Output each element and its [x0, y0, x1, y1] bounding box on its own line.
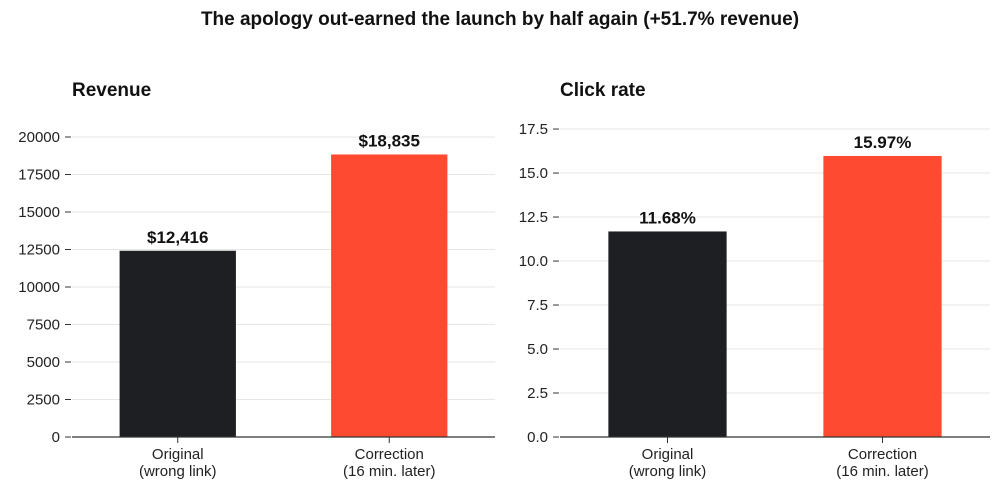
- click-rate-y-tick-label: 2.5: [527, 385, 548, 402]
- click-rate-y-tick-label: 5.0: [527, 341, 548, 358]
- revenue-x-category-label: Original: [152, 446, 204, 463]
- click-rate-y-tick-label: 7.5: [527, 297, 548, 314]
- revenue-y-tick-label: 20000: [18, 129, 60, 146]
- revenue-bar-value-label: $18,835: [359, 131, 420, 150]
- revenue-y-tick-label: 0: [52, 429, 60, 446]
- revenue-y-tick-label: 7500: [27, 317, 60, 334]
- revenue-y-tick-label: 10000: [18, 279, 60, 296]
- click-rate-bar-original: [608, 231, 727, 437]
- revenue-bar-original: [119, 250, 236, 437]
- click-rate-chart: Click rate 0.0 2.5 5.0 7.5 10.0 12.5 15.0 17.5 11…: [519, 80, 990, 480]
- click-rate-y-tick-label: 17.5: [519, 121, 548, 138]
- revenue-bar-correction: [331, 154, 448, 437]
- revenue-y-tick-label: 5000: [27, 354, 60, 371]
- figure-title: The apology out-earned the launch by hal…: [201, 9, 799, 30]
- revenue-y-tick-label: 17500: [18, 167, 60, 184]
- click-rate-x-category-label: Correction: [848, 446, 917, 463]
- revenue-chart: Revenue 0 2500 5000 7500 10000 12500 15000 17500…: [18, 80, 495, 480]
- click-rate-y-tick-label: 15.0: [519, 165, 548, 182]
- click-rate-bar-value-label: 15.97%: [854, 133, 912, 152]
- revenue-x-category-label: (wrong link): [139, 463, 217, 480]
- revenue-y-tick-label: 2500: [27, 392, 60, 409]
- click-rate-x-category-label: (wrong link): [629, 463, 707, 480]
- revenue-y-tick-label: 12500: [18, 242, 60, 259]
- click-rate-bar-correction: [823, 155, 942, 437]
- click-rate-y-tick-label: 12.5: [519, 209, 548, 226]
- revenue-chart-title: Revenue: [72, 80, 151, 101]
- revenue-y-tick-label: 15000: [18, 204, 60, 221]
- revenue-x-category-label: (16 min. later): [343, 463, 436, 480]
- click-rate-x-category-label: (16 min. later): [836, 463, 929, 480]
- click-rate-chart-title: Click rate: [560, 80, 646, 101]
- revenue-bar-value-label: $12,416: [147, 228, 208, 247]
- click-rate-y-tick-label: 10.0: [519, 253, 548, 270]
- revenue-x-category-label: Correction: [355, 446, 424, 463]
- click-rate-y-tick-label: 0.0: [527, 429, 548, 446]
- click-rate-bar-value-label: 11.68%: [639, 208, 696, 227]
- click-rate-x-category-label: Original: [642, 446, 694, 463]
